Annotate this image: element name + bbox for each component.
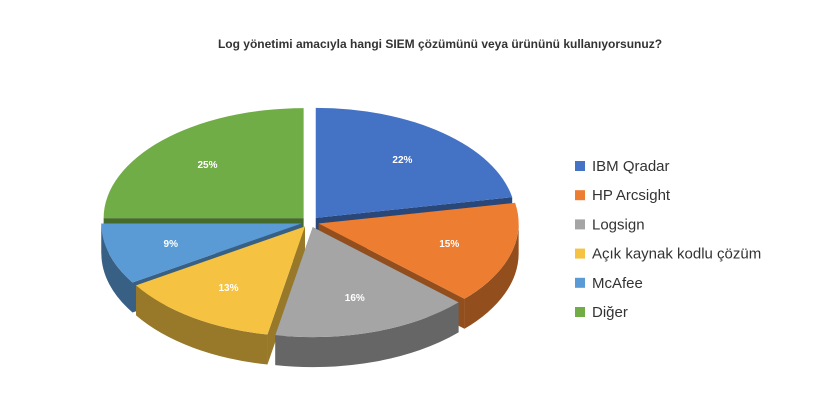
legend-swatch bbox=[575, 161, 585, 171]
slice bbox=[136, 226, 305, 335]
slice bbox=[103, 108, 304, 219]
chart-title: Log yönetimi amacıyla hangi SIEM çözümün… bbox=[218, 37, 662, 51]
value-label: 25% bbox=[197, 160, 217, 171]
slice-tops: 22% 15% 16% 13% 9% 25% bbox=[101, 107, 519, 338]
legend-swatch bbox=[575, 307, 585, 317]
legend: IBM Qradar HP Arcsight Logsign Açık kaynak … bbox=[575, 158, 761, 321]
value-label: 15% bbox=[439, 239, 459, 250]
slice-edge bbox=[267, 226, 305, 365]
slice bbox=[318, 202, 519, 299]
slice-side bbox=[275, 302, 459, 368]
legend-swatch bbox=[575, 219, 585, 230]
legend-label: Diğer bbox=[592, 304, 628, 321]
legend-label: Logsign bbox=[592, 216, 645, 233]
value-label: 16% bbox=[345, 293, 365, 304]
value-label: 13% bbox=[218, 283, 238, 294]
value-label: 22% bbox=[392, 155, 412, 166]
slice-side bbox=[136, 285, 268, 365]
slice-side bbox=[101, 223, 133, 313]
slice bbox=[101, 223, 302, 283]
slice-side bbox=[464, 223, 519, 329]
slice bbox=[315, 107, 513, 218]
legend-swatch bbox=[575, 190, 585, 201]
legend-label: HP Arcsight bbox=[592, 187, 671, 204]
value-label: 9% bbox=[164, 239, 179, 250]
legend-swatch bbox=[575, 277, 585, 288]
legend-swatch bbox=[575, 248, 585, 259]
legend-label: IBM Qradar bbox=[592, 158, 670, 175]
legend-label: Açık kaynak kodlu çözüm bbox=[592, 246, 761, 263]
slice bbox=[275, 227, 459, 338]
legend-label: McAfee bbox=[592, 275, 643, 292]
